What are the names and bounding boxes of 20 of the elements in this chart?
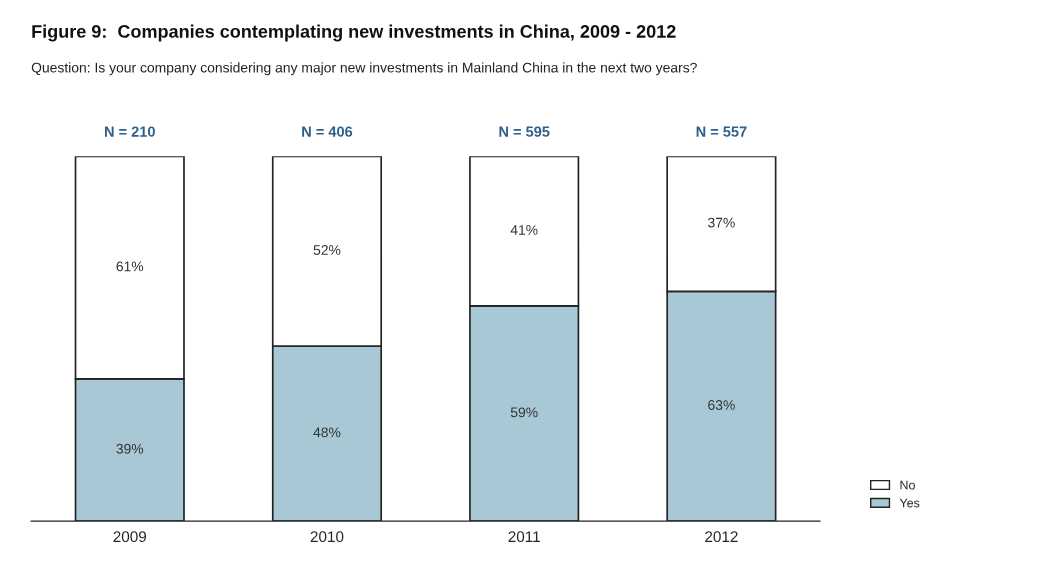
x-tick-label: 2010 bbox=[310, 531, 344, 543]
legend-label: Yes bbox=[899, 498, 920, 508]
annotation: N = 406 bbox=[302, 126, 353, 137]
data-label: 63% bbox=[708, 400, 735, 410]
x-tick-label: 2012 bbox=[705, 531, 738, 543]
chart-subtitle: Question: Is your company considering any major new investments in Mainland China in the next two years? bbox=[31, 62, 697, 76]
x-tick-label: 2011 bbox=[508, 531, 540, 543]
data-label: 39% bbox=[116, 443, 144, 454]
data-label: 52% bbox=[313, 245, 341, 255]
data-label: 41% bbox=[510, 225, 538, 235]
data-label: 59% bbox=[510, 407, 538, 418]
annotation: N = 210 bbox=[104, 126, 155, 137]
annotation: N = 595 bbox=[499, 126, 550, 137]
data-label: 61% bbox=[116, 261, 144, 272]
annotation: N = 557 bbox=[696, 126, 747, 137]
x-tick-label: 2009 bbox=[113, 531, 147, 543]
data-label: 48% bbox=[313, 427, 341, 438]
data-label: 37% bbox=[708, 217, 735, 228]
legend-label: No bbox=[900, 480, 915, 490]
chart-title: Figure 9: Companies contemplating new investments in China, 2009 - 2012 bbox=[32, 24, 676, 42]
